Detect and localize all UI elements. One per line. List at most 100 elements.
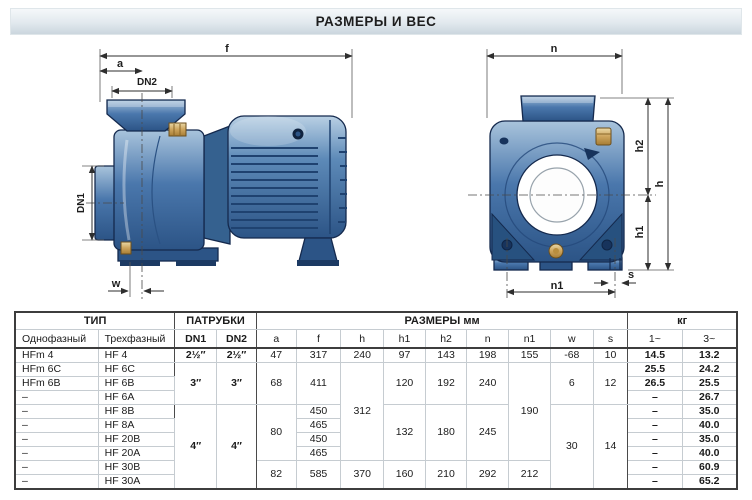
table-cell: HF 6A [97,390,176,405]
table-cell: HF 6B [97,376,176,391]
table-cell: 450 [295,432,342,447]
technical-drawings: f a DN2 DN1 w [76,43,674,299]
table-cell: 198 [466,347,510,363]
pump-bracket [203,125,231,245]
table-cell: 120 [383,362,426,405]
table-cell: HFm 4 [14,347,99,363]
motor-foot [298,237,338,262]
motor-body [227,115,347,239]
table-cell: 2½″ [174,347,218,363]
volute-contour [151,135,161,245]
table-cell: 24.2 [681,362,738,377]
dim-label-h: h [654,180,666,187]
column-header: s [592,329,629,349]
dim-label-dn2: DN2 [137,77,157,88]
table-cell: 14 [592,404,629,490]
table-cell: – [627,404,683,419]
drain-plug [120,241,132,255]
table-cell: – [14,460,99,475]
table-cell: 143 [424,347,468,363]
table-cell: 40.0 [681,418,738,433]
dim-label-n1: n1 [551,280,564,292]
table-cell: 465 [295,446,342,461]
dim-label-s: s [628,269,634,281]
flange-top-highlight [108,101,184,107]
column-header: n1 [508,329,551,349]
table-cell: HF 8A [97,418,176,433]
table-cell: 312 [340,362,385,461]
column-header: Трехфазный [97,329,176,349]
priming-plug [168,122,187,137]
cable-gland-center [295,131,301,137]
base-pad-left [120,260,160,266]
column-header: DN1 [174,329,218,349]
table-cell: 68 [255,362,297,405]
table-cell: 240 [340,347,385,363]
table-cell: 30 [550,404,594,490]
dim-label-h1: h1 [634,226,646,239]
table-row: HFm 6C HF 6C 3″ 3″ 68 411 312 120 192 240 190 6 12 25… [14,362,738,461]
table-cell: 4″ [216,404,257,490]
group-header: кг [627,311,738,330]
table-cell: 3″ [174,362,218,405]
table-row: HFm 4 HF 4 2½″ 2½″ 47 317 240 97 143 198 155 -68 10 1… [14,347,738,363]
column-header: Однофазный [14,329,99,349]
group-header: ТИП [14,311,176,330]
table-cell: 370 [340,460,385,490]
column-header: DN2 [216,329,257,349]
column-header: a [255,329,297,349]
table-cell: – [14,446,99,461]
table-cell: 3″ [216,362,257,405]
motor-highlight [230,116,306,146]
table-cell: 192 [424,362,468,405]
column-header: h [340,329,385,349]
motor-cooling-fins [231,147,318,229]
lug-hole [499,137,509,145]
table-cell: 155 [508,347,551,363]
gusset-left [491,212,536,261]
table-cell: – [14,404,99,419]
pump-side-view-drawing: f a DN2 DN1 w [76,43,353,299]
table-cell: – [627,432,683,447]
table-cell: 35.0 [681,432,738,447]
priming-plug-front [595,127,612,146]
table-row: – HF 20A 465–40.0 [14,446,738,461]
table-cell: 465 [295,418,342,433]
table-cell: 212 [508,460,551,490]
table-cell: HF 4 [97,347,176,363]
table-cell: HF 30A [97,474,176,490]
table-cell: 245 [466,404,510,461]
table-cell: 10 [592,347,629,363]
table-cell: – [627,474,683,490]
dimensions-table-wrapper: ТИП ПАТРУБКИ РАЗМЕРЫ мм кг Однофазный Трехфа… [14,311,738,490]
dim-label-f: f [225,43,229,55]
discharge-flange [106,99,186,132]
table-cell: 65.2 [681,474,738,490]
table-cell: 292 [466,460,510,490]
table-cell: HF 6C [97,362,176,377]
table-cell: 4″ [174,404,218,490]
table-cell: 6 [550,362,594,405]
pump-front-view-drawing: n h2 h1 h s n1 [468,43,674,299]
volute-highlight [122,139,131,241]
table-cell: HFm 6C [14,362,99,377]
group-header-row: ТИП ПАТРУБКИ РАЗМЕРЫ мм кг [14,311,738,330]
fan-cover-notches [338,137,347,223]
table-cell: HF 30B [97,460,176,475]
motor-foot-pad [297,260,339,266]
table-cell: – [14,432,99,447]
table-cell: – [627,446,683,461]
table-cell: 2½″ [216,347,257,363]
table-cell: 411 [295,362,342,405]
table-cell: 190 [508,362,551,461]
table-row: – HF 30A –65.2 [14,474,738,490]
table-cell: 40.0 [681,446,738,461]
table-row: – HF 8A 465–40.0 [14,418,738,433]
discharge-flange-front [520,95,596,122]
column-header-row: Однофазный Трехфазный DN1 DN2 a f h h1 h2 n n1 w s 1~… [14,329,738,349]
table-row: – HF 30B 82 585 370 160 210 292 212–60.9 [14,460,738,490]
dim-label-dn1: DN1 [76,193,87,213]
table-cell: HF 8B [97,404,176,419]
table-cell: 80 [255,404,297,461]
table-cell: 25.5 [681,376,738,391]
